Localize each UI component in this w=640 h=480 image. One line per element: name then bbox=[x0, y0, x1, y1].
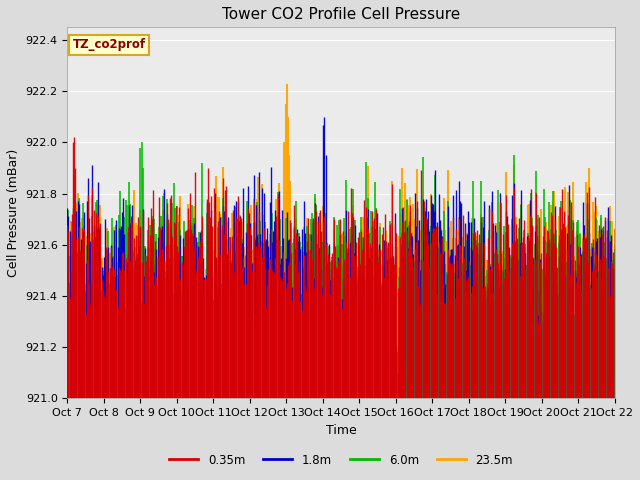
Legend: 0.35m, 1.8m, 6.0m, 23.5m: 0.35m, 1.8m, 6.0m, 23.5m bbox=[164, 449, 518, 471]
X-axis label: Time: Time bbox=[326, 424, 356, 437]
Title: Tower CO2 Profile Cell Pressure: Tower CO2 Profile Cell Pressure bbox=[222, 7, 460, 22]
Text: TZ_co2prof: TZ_co2prof bbox=[73, 38, 146, 51]
Y-axis label: Cell Pressure (mBar): Cell Pressure (mBar) bbox=[7, 149, 20, 277]
